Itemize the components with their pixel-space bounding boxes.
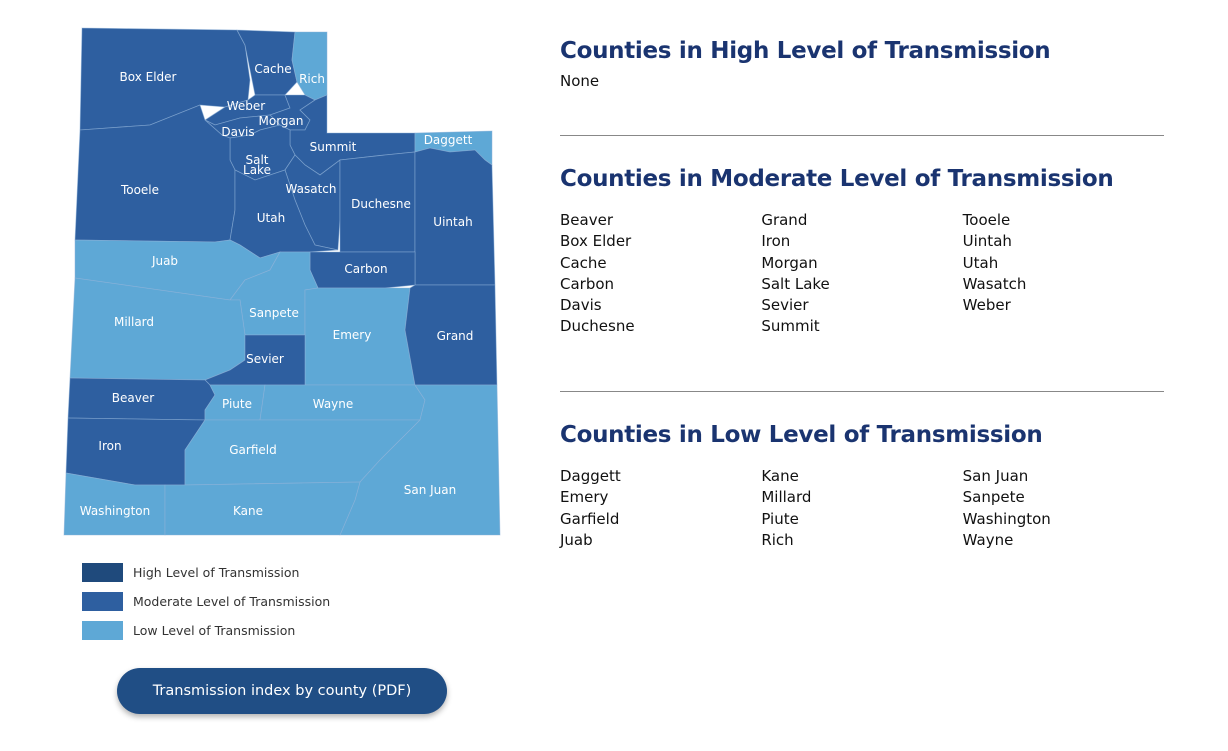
county-label-duchesne: Duchesne <box>351 197 411 211</box>
county-label-davis: Davis <box>221 125 254 139</box>
county-list-item: Box Elder <box>560 232 632 251</box>
legend-item-low: Low Level of Transmission <box>82 616 330 645</box>
county-list-item: Salt Lake <box>761 274 830 293</box>
county-label-piute: Piute <box>222 397 252 411</box>
county-list-item: Garfield <box>560 509 620 528</box>
county-list-item: Millard <box>761 488 812 507</box>
county-label-salt-lake-1: Salt <box>245 153 268 167</box>
county-label-daggett: Daggett <box>424 133 473 147</box>
county-list-item: Wayne <box>962 530 1014 549</box>
county-label-tooele: Tooele <box>120 183 159 197</box>
county-list-item: Sevier <box>761 296 809 315</box>
county-label-uintah: Uintah <box>433 215 472 229</box>
county-label-sevier: Sevier <box>246 352 284 366</box>
moderate-transmission-section: Counties in Moderate Level of Transmissi… <box>560 166 1164 338</box>
county-list-item: Grand <box>761 211 808 229</box>
county-label-millard: Millard <box>114 315 154 329</box>
county-column: Tooele Uintah Utah Wasatch Weber <box>963 210 1164 338</box>
divider <box>560 391 1164 392</box>
county-list-item: Sanpete <box>962 488 1025 507</box>
county-list-item: Washington <box>962 509 1051 528</box>
divider <box>560 135 1164 136</box>
transmission-index-pdf-button[interactable]: Transmission index by county (PDF) <box>117 668 447 714</box>
county-kane <box>164 481 361 536</box>
county-label-carbon: Carbon <box>344 262 387 276</box>
county-label-grand: Grand <box>437 329 474 343</box>
county-column: San Juan Sanpete Washington Wayne <box>963 466 1164 551</box>
county-list-item: Carbon <box>560 274 615 293</box>
county-list-item: San Juan <box>962 467 1029 485</box>
legend-label-low: Low Level of Transmission <box>133 623 296 638</box>
county-label-weber: Weber <box>227 99 266 113</box>
county-list-item: Wasatch <box>962 274 1027 293</box>
county-rich <box>291 31 328 101</box>
county-iron <box>65 417 206 486</box>
county-label-wayne: Wayne <box>313 397 354 411</box>
county-list-item: Tooele <box>962 211 1011 229</box>
high-transmission-heading: Counties in High Level of Transmission <box>560 38 1051 64</box>
county-list-item: Daggett <box>560 467 621 485</box>
county-label-summit: Summit <box>310 140 357 154</box>
county-column: Daggett Emery Garfield Juab <box>560 466 761 551</box>
utah-county-map: Box Elder Cache Rich Weber Morgan Davis … <box>63 27 501 536</box>
county-column: Grand Iron Morgan Salt Lake Sevier Summit <box>761 210 962 338</box>
county-label-utah: Utah <box>257 211 285 225</box>
county-list-item: Weber <box>962 296 1011 315</box>
legend-swatch-high <box>82 563 123 582</box>
county-label-kane: Kane <box>233 504 263 518</box>
moderate-transmission-heading: Counties in Moderate Level of Transmissi… <box>560 166 1114 192</box>
county-list-item: Summit <box>761 317 820 336</box>
county-list-item: Kane <box>761 467 799 485</box>
legend-label-high: High Level of Transmission <box>133 565 300 580</box>
legend-label-moderate: Moderate Level of Transmission <box>133 594 331 609</box>
county-label-washington: Washington <box>80 504 151 518</box>
county-list-item: Davis <box>560 296 602 315</box>
county-list-item: Juab <box>560 530 593 549</box>
high-transmission-none: None <box>560 72 600 90</box>
legend-item-moderate: Moderate Level of Transmission <box>82 587 330 616</box>
county-list-item: Beaver <box>560 211 613 229</box>
low-transmission-heading: Counties in Low Level of Transmission <box>560 422 1043 448</box>
county-label-emery: Emery <box>333 328 372 342</box>
county-label-salt-lake-2: Lake <box>243 163 271 177</box>
county-label-juab: Juab <box>151 254 178 268</box>
county-column: Beaver Box Elder Cache Carbon Davis Duchesne <box>560 210 761 338</box>
low-county-list: Daggett Emery Garfield Juab Kane Millard Piute… <box>560 466 1164 551</box>
legend-swatch-moderate <box>82 592 123 611</box>
county-label-iron: Iron <box>98 439 121 453</box>
low-transmission-section: Counties in Low Level of Transmission Da… <box>560 422 1164 551</box>
county-list-item: Duchesne <box>560 317 635 336</box>
county-label-garfield: Garfield <box>229 443 276 457</box>
county-list-item: Emery <box>560 488 609 507</box>
map-legend: High Level of Transmission Moderate Leve… <box>82 558 330 645</box>
county-list-item: Uintah <box>962 232 1012 251</box>
county-label-sanpete: Sanpete <box>249 306 299 320</box>
county-list-item: Piute <box>761 509 799 528</box>
county-list-item: Utah <box>962 253 999 272</box>
county-label-wasatch: Wasatch <box>286 182 337 196</box>
moderate-county-list: Beaver Box Elder Cache Carbon Davis Duchesne G… <box>560 210 1164 338</box>
county-column: Kane Millard Piute Rich <box>761 466 962 551</box>
county-label-rich: Rich <box>299 72 325 86</box>
high-transmission-section: Counties in High Level of Transmission N… <box>560 38 1164 90</box>
county-label-box-elder: Box Elder <box>120 70 177 84</box>
county-list-item: Morgan <box>761 253 818 272</box>
county-label-beaver: Beaver <box>112 391 154 405</box>
legend-item-high: High Level of Transmission <box>82 558 330 587</box>
county-label-san-juan: San Juan <box>404 483 457 497</box>
county-list-item: Iron <box>761 232 791 251</box>
county-list-item: Rich <box>761 530 794 549</box>
county-label-morgan: Morgan <box>259 114 304 128</box>
legend-swatch-low <box>82 621 123 640</box>
county-list-item: Cache <box>560 253 607 272</box>
county-label-cache: Cache <box>254 62 291 76</box>
